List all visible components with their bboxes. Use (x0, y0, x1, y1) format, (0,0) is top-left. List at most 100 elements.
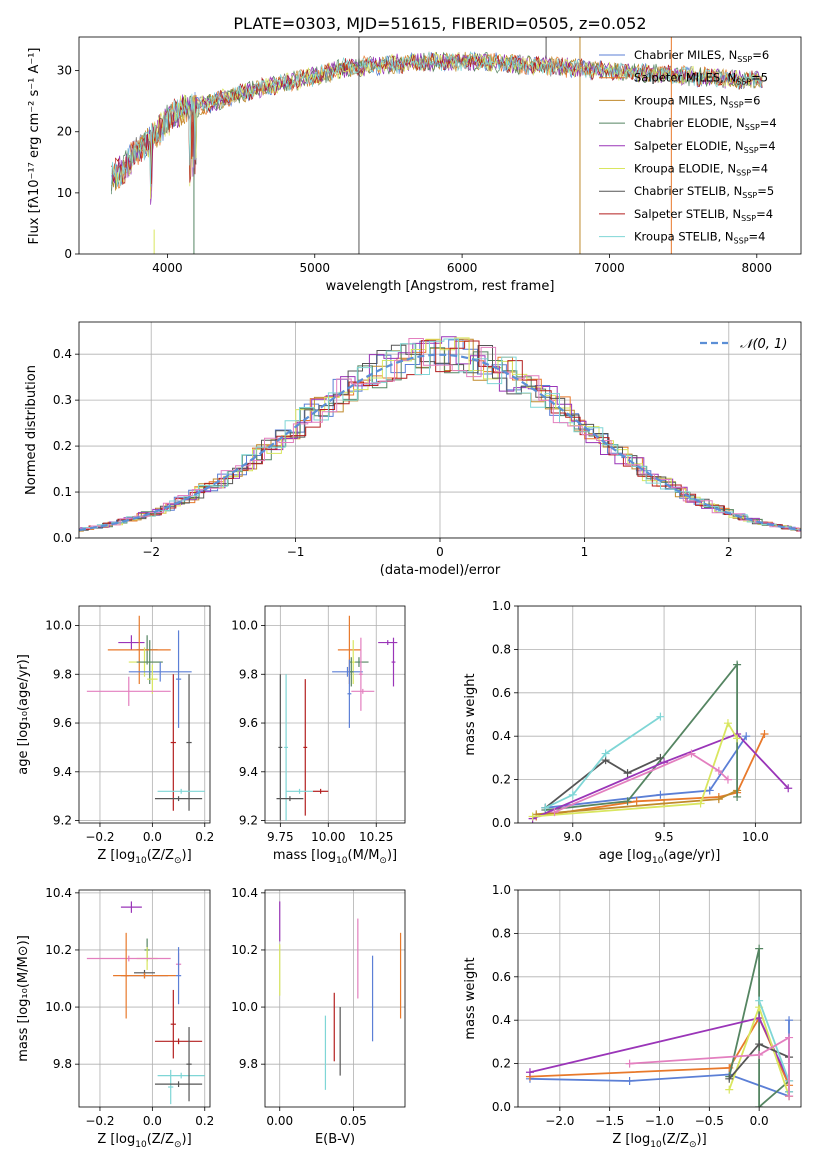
axes-mass-vs-Z: −0.2 0.0 0.2 9.8 10.0 10.2 10.4 Z [log10(Z/Z⊙)]… (16, 886, 214, 1150)
y-tick-label: 9.8 (239, 1057, 258, 1071)
x-axis-label-part: 10 (135, 856, 147, 866)
x-tick-label: 0.05 (340, 1114, 367, 1128)
x-axis-label-part: )] (697, 1132, 707, 1147)
x-tick-label: 0 (436, 545, 444, 559)
y-tick-label: 0.0 (492, 1100, 511, 1114)
y-tick-label: 0.6 (492, 686, 511, 700)
y-tick-label: 0.3 (53, 393, 72, 407)
legend-label-sub: SSP (736, 169, 751, 178)
x-axis-label-part: )] (182, 848, 192, 863)
legend-label: Kroupa ELODIE, NSSP=4 (634, 162, 768, 178)
x-tick-label: 9.75 (267, 830, 294, 844)
x-axis-label-part: (age/yr)] (663, 848, 720, 863)
x-tick-label: −1.0 (645, 1114, 674, 1128)
legend-label-sub: SSP (744, 146, 759, 155)
weight-marker (733, 734, 742, 743)
x-axis-label: mass [log10(M/M⊙)] (273, 848, 397, 866)
x-axis-label-part: Z [log (97, 848, 135, 863)
x-tick-label: 2 (725, 545, 733, 559)
weight-line (532, 732, 789, 820)
y-tick-label: 0.4 (53, 347, 72, 361)
x-tick-label: −2 (142, 545, 160, 559)
y-tick-label: 10.0 (231, 1000, 258, 1014)
axes-weight-vs-Z: −2.0 −1.5 −1.0 −0.5 0.0 0.0 0.2 0.4 0.6 0.8 1.0 Z [… (463, 883, 802, 1150)
legend-label: Kroupa MILES, NSSP=6 (634, 93, 760, 109)
y-tick-label: 9.4 (239, 765, 258, 779)
legend-label-tail: =5 (751, 71, 768, 85)
x-tick-label: 0.0 (143, 830, 162, 844)
weight-marker (733, 792, 742, 801)
x-axis-label-part: (M/M (348, 848, 380, 863)
plot-area-age-vs-mass (265, 606, 405, 823)
legend-label-tail: =6 (744, 93, 761, 107)
x-tick-label: 9.0 (563, 830, 582, 844)
legend-label-main: Kroupa ELODIE, N (634, 162, 736, 176)
weight-line (545, 662, 738, 811)
x-axis-label: wavelength [Angstrom, rest frame] (326, 279, 555, 294)
legend-label-tail: =4 (760, 116, 777, 130)
axes-residuals: −2 −1 0 1 2 0.0 0.1 0.2 0.3 0.4 (data-model)/error… (24, 321, 802, 578)
legend-label-main: Chabrier ELODIE, N (634, 116, 745, 130)
histogram-step (79, 338, 801, 532)
x-axis-label: Z [log10(Z/Z⊙)] (97, 848, 191, 866)
y-tick-label: 10.2 (231, 943, 258, 957)
y-axis-label: age [log₁₀(age/yr)] (16, 654, 31, 775)
weight-marker (714, 766, 723, 775)
axes-age-vs-Z: −0.2 0.0 0.2 9.2 9.4 9.6 9.8 10.0 Z [log10(Z/Z⊙)… (16, 605, 214, 866)
x-tick-label: 0.2 (195, 1114, 214, 1128)
histogram-step (79, 344, 801, 531)
legend-label-tail: =4 (751, 162, 768, 176)
gaussian-curve (79, 353, 801, 531)
x-tick-label: 7000 (594, 261, 625, 275)
legend-label-tail: =4 (756, 207, 773, 221)
weight-marker (742, 732, 751, 741)
x-tick-label: −1 (287, 545, 305, 559)
y-tick-label: 1.0 (492, 599, 511, 613)
weight-marker (733, 660, 742, 669)
weight-marker (632, 797, 641, 806)
legend-label-tail: =6 (752, 48, 769, 62)
legend-label-tail: =5 (757, 184, 774, 198)
x-tick-label: −1.5 (595, 1114, 624, 1128)
y-tick-label: 0.4 (492, 1013, 511, 1027)
y-tick-label: 0 (64, 247, 72, 261)
x-axis-label-part: (Z/Z (147, 1132, 174, 1147)
legend-label-main: Kroupa STELIB, N (634, 230, 734, 244)
legend-label: Chabrier MILES, NSSP=6 (634, 48, 769, 64)
histogram-step (79, 338, 801, 531)
axes-weight-vs-age: 9.0 9.5 10.0 0.0 0.2 0.4 0.6 0.8 1.0 age [log10(a… (463, 599, 802, 866)
x-axis-label-part: )] (182, 1132, 192, 1147)
y-tick-label: 9.6 (53, 716, 72, 730)
y-tick-label: 1.0 (492, 883, 511, 897)
axes-frame (78, 889, 211, 1108)
weight-marker (714, 795, 723, 804)
weight-line (532, 721, 738, 818)
legend-label-main: Kroupa MILES, N (634, 93, 729, 107)
weight-marker (687, 749, 696, 758)
y-tick-label: 20 (57, 125, 72, 139)
axes-spectrum: 4000 5000 6000 7000 8000 0 10 20 30 wavelength [A… (27, 36, 802, 294)
x-axis-label-part: 10 (135, 1140, 147, 1150)
x-axis-label: age [log10(age/yr)] (599, 848, 721, 866)
legend-label-main: Salpeter STELIB, N (634, 207, 741, 221)
y-tick-label: 10.0 (45, 1000, 72, 1014)
legend-label-sub: SSP (745, 123, 760, 132)
x-axis-label-part: ⊙ (174, 1140, 182, 1150)
weight-marker (705, 786, 714, 795)
legend-label: Chabrier STELIB, NSSP=5 (634, 184, 774, 200)
x-axis-label: (data-model)/error (380, 563, 501, 578)
y-tick-label: 10.2 (45, 943, 72, 957)
weight-marker (525, 1068, 534, 1077)
x-tick-label: 1 (581, 545, 589, 559)
legend-label-main: Chabrier MILES, N (634, 48, 737, 62)
plot-area-weight-vs-Z (518, 890, 801, 1107)
legend-label-sub: SSP (742, 191, 757, 200)
spectrum-line (111, 52, 763, 205)
y-tick-label: 9.2 (239, 814, 258, 828)
spectrum-line (111, 51, 763, 187)
y-tick-label: 0.8 (492, 642, 511, 656)
x-tick-label: 0.0 (750, 1114, 769, 1128)
weight-marker (755, 1050, 764, 1059)
x-axis-label: E(B-V) (315, 1132, 355, 1147)
axes-frame (78, 321, 802, 539)
